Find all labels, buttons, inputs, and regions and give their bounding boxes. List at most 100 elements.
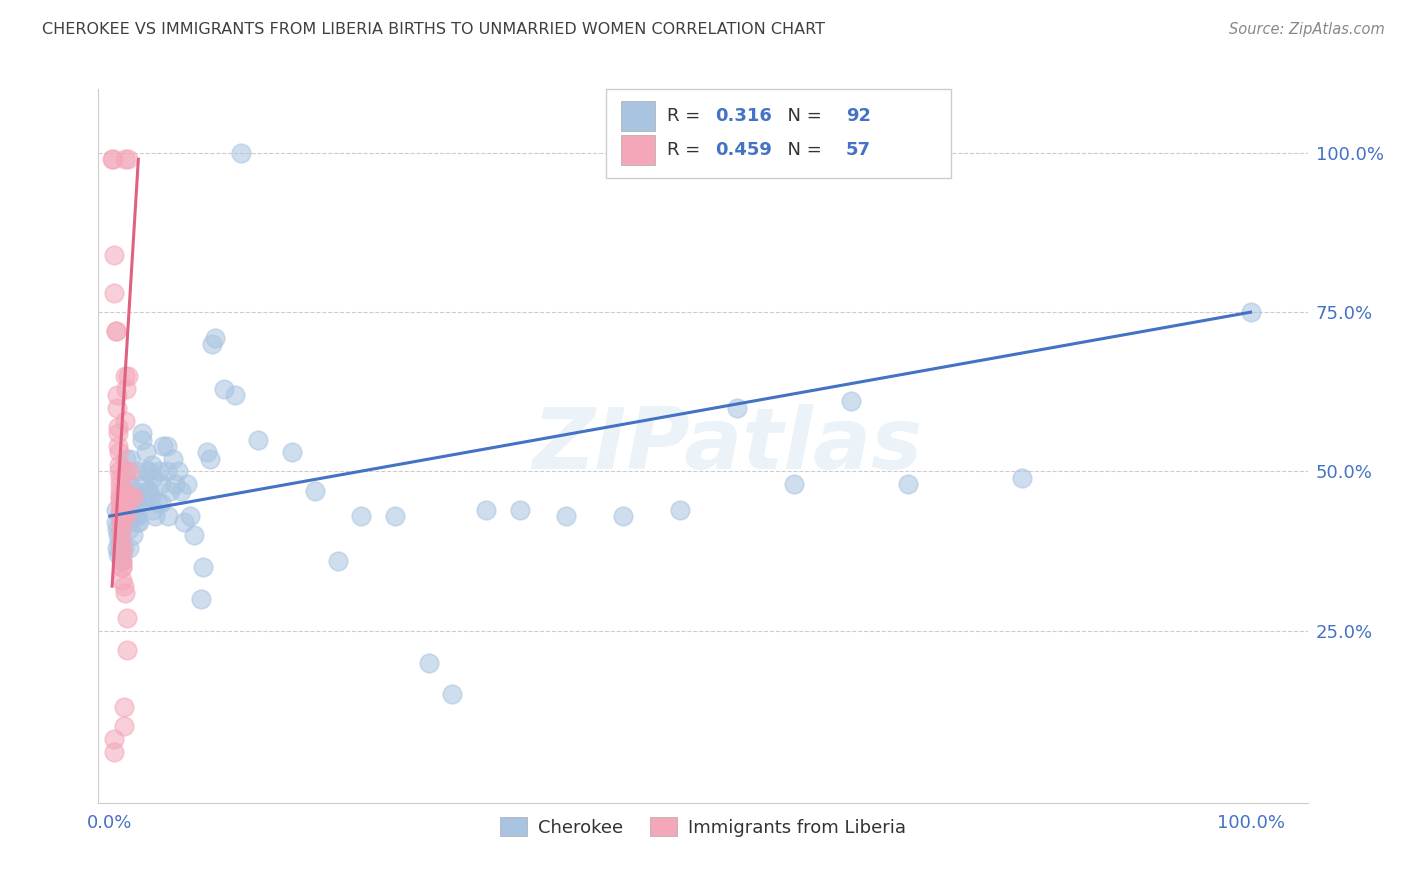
Point	[127, 490, 149, 504]
Point	[104, 324, 127, 338]
Point	[117, 368, 139, 383]
Point	[169, 483, 191, 498]
Point	[110, 516, 132, 530]
Point	[839, 394, 862, 409]
Point	[108, 458, 131, 472]
Point	[108, 445, 131, 459]
Point	[150, 477, 173, 491]
Point	[150, 496, 173, 510]
Point	[146, 496, 169, 510]
Point	[107, 439, 129, 453]
Point	[120, 502, 142, 516]
Point	[120, 451, 142, 466]
Point	[173, 516, 195, 530]
Point	[783, 477, 806, 491]
Point	[108, 471, 131, 485]
Text: N =: N =	[776, 141, 827, 159]
Point	[114, 153, 136, 167]
Point	[107, 420, 129, 434]
Point	[108, 483, 131, 498]
Point	[128, 516, 150, 530]
Point	[114, 368, 136, 383]
Point	[135, 465, 157, 479]
Point	[108, 496, 131, 510]
Point	[111, 554, 134, 568]
Point	[108, 490, 131, 504]
Point	[110, 547, 132, 561]
Point	[114, 509, 136, 524]
Point	[118, 477, 141, 491]
Point	[104, 324, 127, 338]
Point	[103, 286, 125, 301]
Point	[142, 502, 165, 516]
Point	[110, 502, 132, 516]
Point	[326, 554, 349, 568]
Point	[105, 401, 128, 415]
Text: R =: R =	[666, 107, 706, 125]
Point	[138, 465, 160, 479]
Point	[111, 547, 134, 561]
Point	[117, 153, 139, 167]
Point	[441, 688, 464, 702]
Point	[114, 585, 136, 599]
Point	[112, 719, 135, 733]
Point	[247, 433, 270, 447]
Point	[108, 490, 131, 504]
Point	[115, 502, 138, 516]
Point	[509, 502, 531, 516]
Point	[103, 732, 125, 747]
Point	[114, 465, 136, 479]
Point	[212, 382, 235, 396]
Point	[138, 483, 160, 498]
Point	[114, 471, 136, 485]
FancyBboxPatch shape	[606, 89, 950, 178]
Legend: Cherokee, Immigrants from Liberia: Cherokee, Immigrants from Liberia	[492, 809, 914, 844]
Text: R =: R =	[666, 141, 706, 159]
Point	[136, 483, 159, 498]
Point	[142, 471, 165, 485]
Point	[110, 516, 132, 530]
Point	[176, 477, 198, 491]
Point	[167, 465, 190, 479]
Point	[725, 401, 748, 415]
Point	[118, 541, 141, 555]
Point	[112, 541, 135, 555]
Point	[152, 439, 174, 453]
Point	[114, 490, 136, 504]
Point	[101, 153, 124, 167]
Point	[384, 509, 406, 524]
Point	[229, 145, 252, 160]
Point	[118, 465, 141, 479]
Point	[105, 541, 128, 555]
Point	[555, 509, 578, 524]
Point	[114, 483, 136, 498]
Point	[104, 516, 127, 530]
FancyBboxPatch shape	[621, 102, 655, 131]
Text: 92: 92	[845, 107, 870, 125]
Point	[110, 522, 132, 536]
Text: CHEROKEE VS IMMIGRANTS FROM LIBERIA BIRTHS TO UNMARRIED WOMEN CORRELATION CHART: CHEROKEE VS IMMIGRANTS FROM LIBERIA BIRT…	[42, 22, 825, 37]
Point	[111, 541, 134, 555]
Point	[111, 560, 134, 574]
Point	[111, 560, 134, 574]
Point	[612, 509, 634, 524]
Point	[108, 541, 131, 555]
Point	[1239, 305, 1261, 319]
Point	[183, 528, 205, 542]
Point	[156, 465, 179, 479]
Point	[108, 477, 131, 491]
Point	[115, 611, 138, 625]
Point	[195, 445, 218, 459]
Point	[121, 509, 143, 524]
Point	[107, 547, 129, 561]
Point	[124, 483, 146, 498]
Point	[204, 331, 226, 345]
Point	[115, 643, 138, 657]
Point	[103, 248, 125, 262]
Point	[145, 509, 167, 524]
Point	[114, 382, 136, 396]
Point	[114, 502, 136, 516]
Text: 0.316: 0.316	[716, 107, 772, 125]
Point	[141, 458, 163, 472]
Point	[112, 483, 135, 498]
